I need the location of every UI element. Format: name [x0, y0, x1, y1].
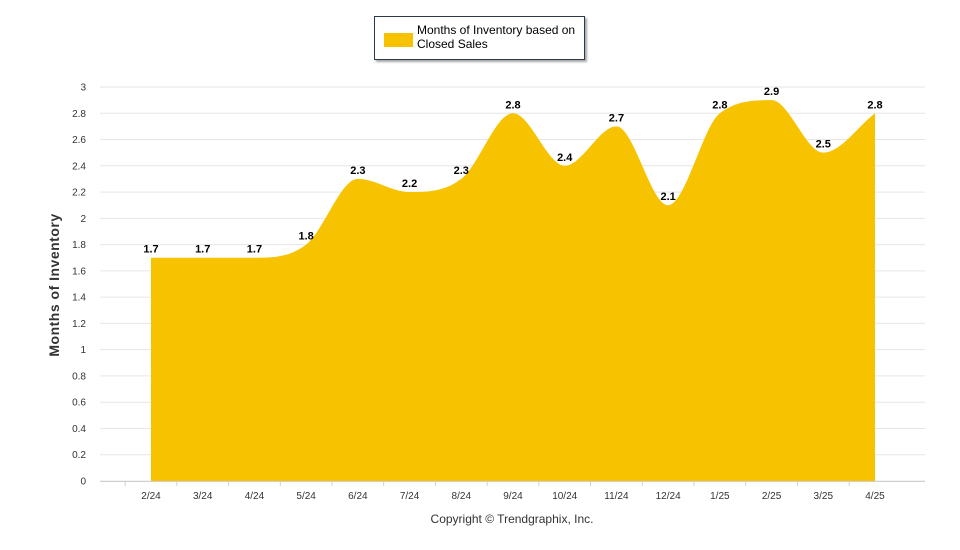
data-label: 2.5 [816, 139, 831, 151]
data-label: 2.2 [402, 178, 417, 190]
x-tick-label: 3/25 [814, 491, 834, 502]
data-labels: 1.7 1.7 1.7 1.8 2.3 2.2 2.3 2.8 2.4 2.7 2.1 2.8 2.9 2… [143, 86, 882, 256]
series-area [151, 100, 875, 481]
x-tick-label: 6/24 [348, 491, 368, 502]
y-tick-label: 0.6 [72, 398, 86, 409]
y-tick-label: 2.2 [72, 188, 86, 199]
y-tick-label: 3 [80, 83, 86, 94]
data-label: 2.8 [867, 99, 882, 111]
y-tick-label: 1.4 [72, 293, 86, 304]
x-tick-label: 1/25 [710, 491, 730, 502]
y-tick-label: 0.2 [72, 450, 86, 461]
x-axis-ticks: 2/24 3/24 4/24 5/24 6/24 7/24 8/24 9/24 10/24 11/… [124, 481, 885, 502]
x-tick-label: 2/24 [141, 491, 161, 502]
data-label: 1.7 [143, 244, 158, 256]
data-label: 2.7 [609, 112, 624, 124]
x-tick-label: 4/24 [245, 491, 265, 502]
x-tick-label: 4/25 [865, 491, 885, 502]
y-tick-label: 0 [80, 477, 86, 488]
data-label: 2.3 [350, 165, 365, 177]
legend-label: Months of Inventory based on Closed Sale… [417, 23, 576, 51]
y-tick-label: 0.8 [72, 371, 86, 382]
y-tick-label: 2.4 [72, 161, 86, 172]
x-tick-label: 3/24 [193, 491, 213, 502]
data-label: 1.7 [247, 244, 262, 256]
y-tick-label: 1.6 [72, 266, 86, 277]
y-tick-label: 1 [80, 345, 86, 356]
x-tick-label: 12/24 [656, 491, 681, 502]
y-tick-label: 2.6 [72, 135, 86, 146]
x-tick-label: 11/24 [604, 491, 629, 502]
data-label: 2.3 [454, 165, 469, 177]
x-tick-label: 8/24 [452, 491, 472, 502]
x-tick-label: 5/24 [296, 491, 316, 502]
x-tick-label: 2/25 [762, 491, 782, 502]
x-tick-label: 9/24 [503, 491, 523, 502]
y-tick-label: 2 [80, 214, 86, 225]
data-label: 2.1 [660, 191, 675, 203]
y-tick-label: 0.4 [72, 424, 86, 435]
data-label: 1.7 [195, 244, 210, 256]
y-axis-title: Months of Inventory [46, 213, 62, 357]
data-label: 2.8 [712, 99, 727, 111]
y-axis-ticks: 0 0.2 0.4 0.6 0.8 1 1.2 1.4 1.6 1.8 2 2.2 2.4 2.6 2.8 3 [72, 83, 86, 488]
y-tick-label: 1.2 [72, 319, 86, 330]
data-label: 1.8 [298, 231, 313, 243]
x-tick-label: 7/24 [400, 491, 420, 502]
x-tick-label: 10/24 [552, 491, 577, 502]
y-tick-label: 2.8 [72, 109, 86, 120]
data-label: 2.9 [764, 86, 779, 98]
data-label: 2.8 [505, 99, 520, 111]
data-label: 2.4 [557, 152, 573, 164]
legend-swatch [384, 33, 413, 47]
y-tick-label: 1.8 [72, 240, 86, 251]
legend: Months of Inventory based on Closed Sale… [374, 16, 585, 60]
copyright-text: Copyright © Trendgraphix, Inc. [430, 512, 594, 526]
